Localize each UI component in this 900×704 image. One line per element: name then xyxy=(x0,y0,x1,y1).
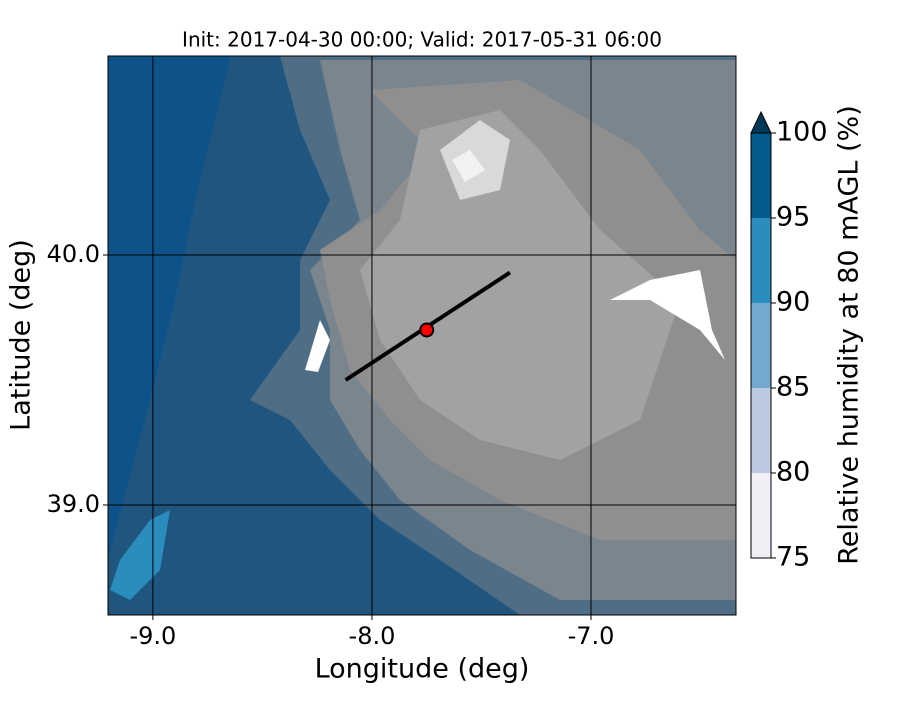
colorbar-tick-label: 75 xyxy=(776,542,810,573)
y-tick-label: 40.0 xyxy=(47,240,100,268)
x-axis-label: Longitude (deg) xyxy=(315,654,530,685)
site-marker xyxy=(419,322,435,338)
x-tick-label: -7.0 xyxy=(568,622,615,650)
colorbar-tick-label: 100 xyxy=(776,117,828,148)
y-axis-label: Latitude (deg) xyxy=(6,239,37,431)
colorbar-tick-label: 95 xyxy=(776,202,810,233)
colorbar-band xyxy=(751,133,771,218)
colorbar-band xyxy=(751,303,771,388)
colorbar-band xyxy=(751,218,771,303)
y-tick-label: 39.0 xyxy=(47,490,100,518)
colorbar-extension xyxy=(750,110,772,134)
map-title: Init: 2017-04-30 00:00; Valid: 2017-05-3… xyxy=(182,28,662,52)
x-tick-label: -9.0 xyxy=(129,622,176,650)
colorbar-tick-label: 80 xyxy=(776,457,810,488)
colorbar-frame xyxy=(750,132,772,559)
colorbar-label: Relative humidity at 80 mAGL (%) xyxy=(834,105,865,565)
colorbar-tick-label: 90 xyxy=(776,287,810,318)
plot-frame xyxy=(107,55,737,616)
colorbar-band xyxy=(751,473,771,558)
x-tick-label: -8.0 xyxy=(349,622,396,650)
colorbar-tick-label: 85 xyxy=(776,372,810,403)
colorbar-band xyxy=(751,388,771,473)
